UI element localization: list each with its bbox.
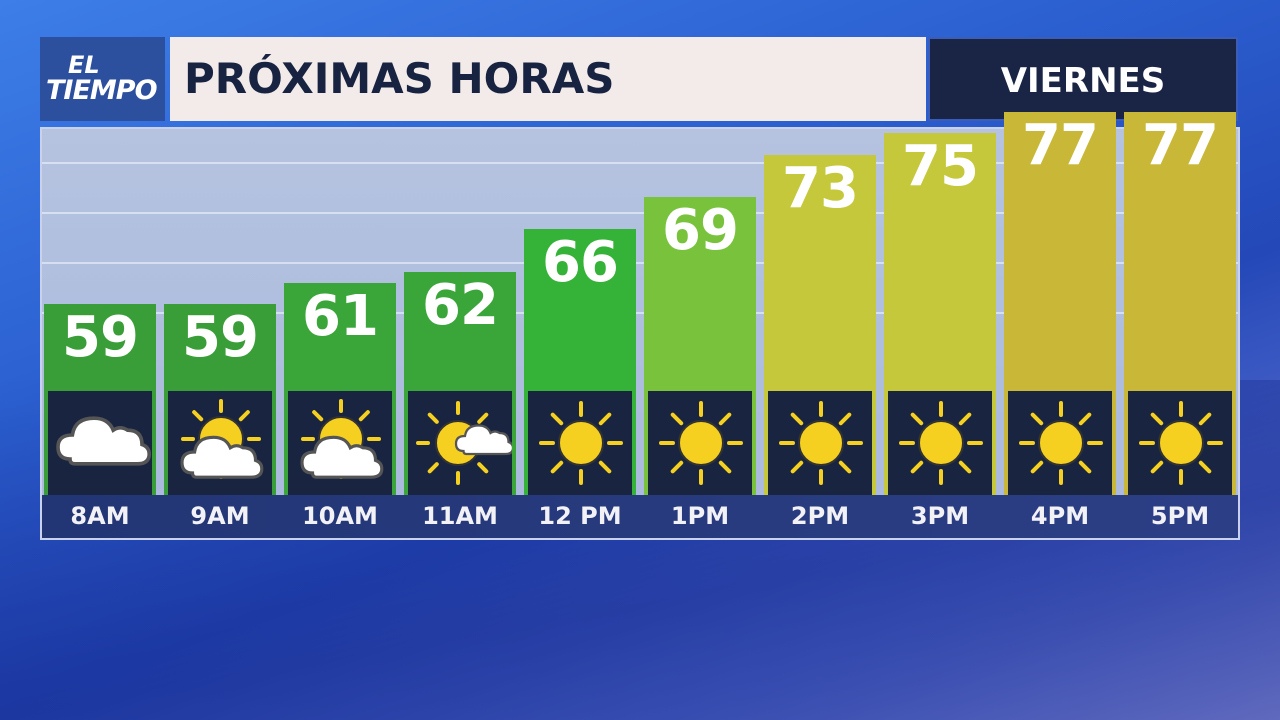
logo-line-1: EL [68, 51, 100, 79]
temperature-value: 69 [662, 198, 739, 264]
temperature-bar: 77 [1124, 111, 1236, 495]
temperature-value: 62 [422, 272, 499, 338]
mostly-sunny-icon [408, 390, 515, 495]
gridline [42, 212, 1238, 214]
sunny-icon [768, 390, 872, 495]
hour-label: 9AM [190, 502, 250, 530]
temperature-bar: 62 [404, 271, 516, 495]
hour-label: 10AM [302, 502, 378, 530]
temperature-value: 75 [902, 134, 979, 200]
hour-label: 2PM [790, 502, 850, 530]
hour-label: 3PM [910, 502, 970, 530]
temperature-value: 77 [1022, 112, 1099, 178]
page-title: PRÓXIMAS HORAS [170, 37, 926, 121]
partly-cloudy-icon [288, 390, 392, 495]
gridline [42, 262, 1238, 264]
temperature-bar: 59 [44, 304, 156, 495]
logo-line-2: TIEMPO [46, 75, 158, 106]
sunny-icon [528, 390, 632, 495]
temperature-bar: 61 [284, 282, 396, 495]
hour-label: 1PM [670, 502, 730, 530]
temperature-value: 59 [62, 305, 139, 370]
hour-label: 12 PM [538, 502, 622, 530]
cloudy-icon [48, 391, 152, 495]
hour-labels-strip: 8AM 9AM 10AM 11AM 12 PM 1PM 2PM 3PM 4PM 5PM [42, 495, 1238, 538]
temperature-value: 61 [302, 283, 379, 349]
sunny-icon [888, 390, 992, 495]
sunny-icon [1008, 391, 1112, 495]
temperature-bar: 73 [764, 154, 876, 495]
temperature-value: 73 [782, 155, 859, 221]
partly-cloudy-icon [168, 391, 272, 495]
hour-label: 11AM [422, 502, 498, 530]
hour-label: 8AM [70, 502, 130, 530]
temperature-value: 77 [1142, 112, 1219, 178]
temperature-bar: 77 [1004, 111, 1116, 495]
sunny-icon [648, 390, 752, 495]
hour-label: 5PM [1150, 502, 1210, 530]
temperature-value: 59 [182, 305, 259, 370]
hourly-forecast-chart: 59 59 61 62 66 69 73 75 77 77 8AM 9AM 10AM 11AM 12 PM 1… [40, 111, 1240, 540]
temperature-bar: 75 [884, 133, 996, 495]
temperature-bar: 59 [164, 304, 276, 495]
gridline [42, 162, 1238, 164]
temperature-bar: 66 [524, 229, 636, 495]
hour-label: 4PM [1030, 502, 1090, 530]
day-label: VIERNES [928, 37, 1238, 121]
temperature-value: 66 [542, 230, 619, 296]
temperature-bar: 69 [644, 197, 756, 495]
el-tiempo-logo: EL TIEMPO [40, 37, 165, 121]
sunny-icon [1128, 391, 1232, 495]
gridline [42, 312, 1238, 314]
